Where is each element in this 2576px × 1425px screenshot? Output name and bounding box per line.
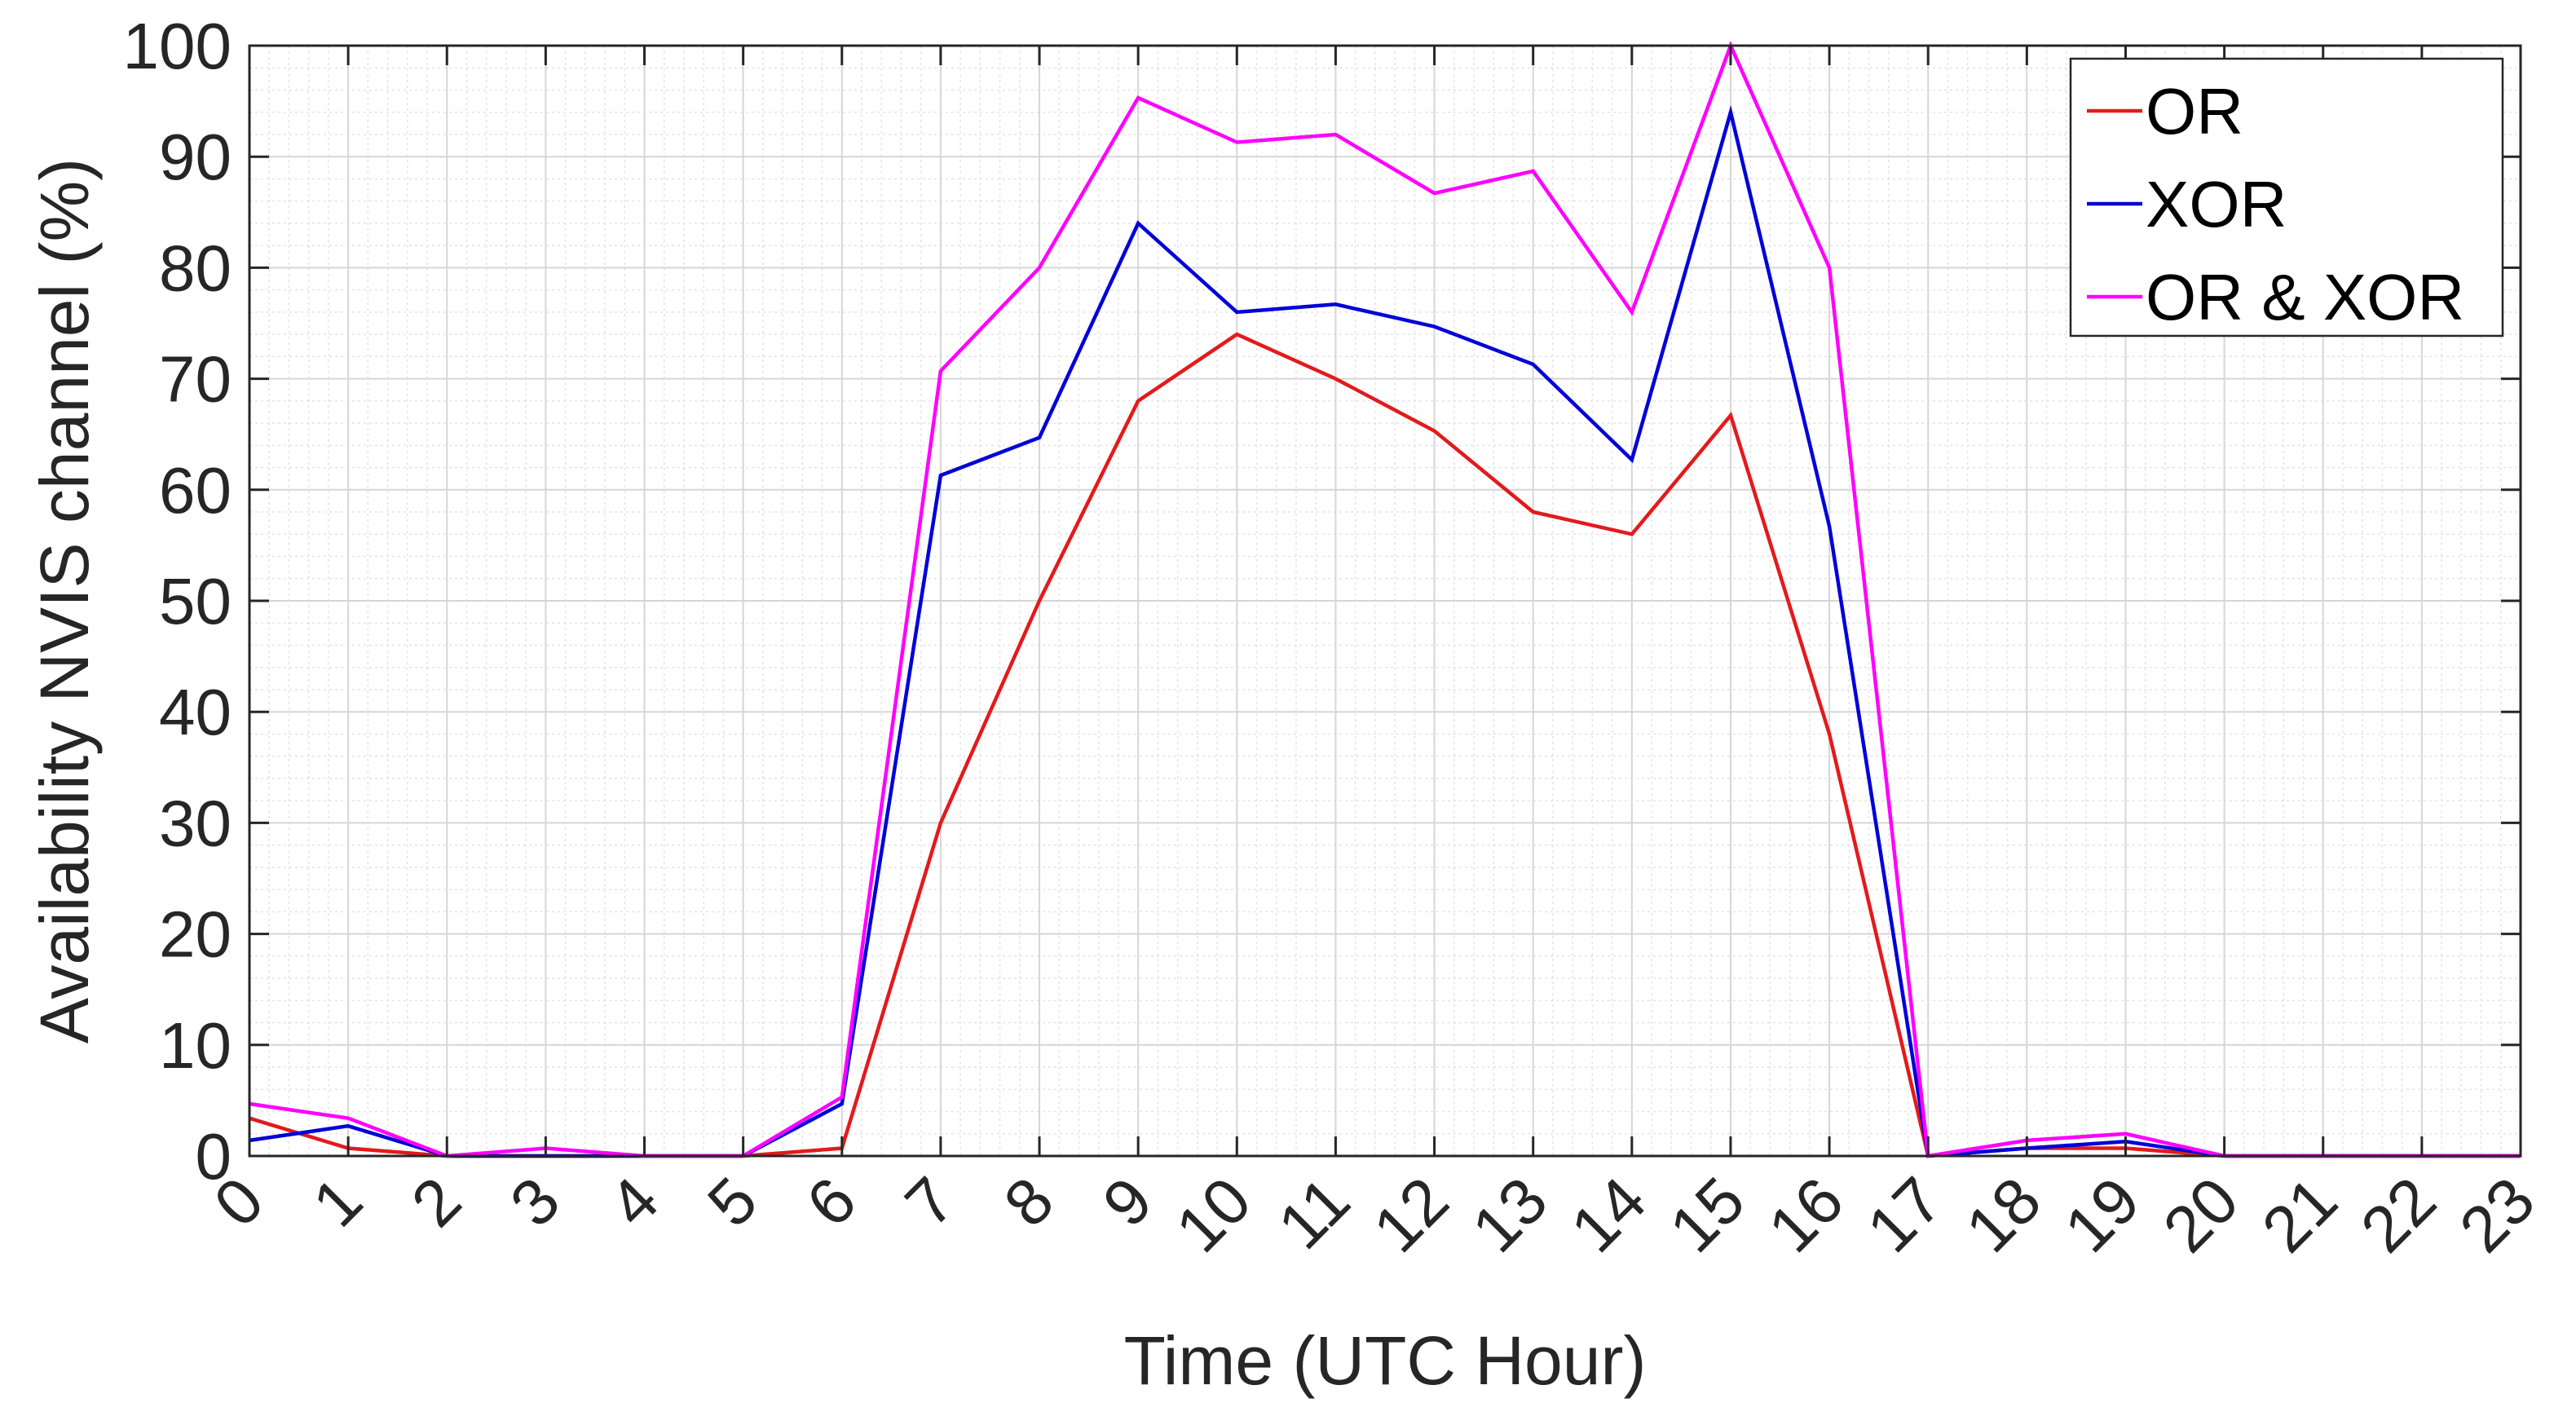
legend: OR XOR OR & XOR <box>2069 57 2504 338</box>
y-tick-label: 10 <box>159 1009 232 1082</box>
y-tick-label: 100 <box>123 10 232 82</box>
y-tick-label: 90 <box>159 121 232 193</box>
y-tick-label: 20 <box>159 898 232 971</box>
y-tick-label: 40 <box>159 676 232 748</box>
y-axis-ticks: 0 10 20 30 40 50 60 70 80 90 100 <box>123 10 2521 1193</box>
y-tick-label: 60 <box>159 454 232 527</box>
legend-label: OR & XOR <box>2146 261 2464 333</box>
series-line-or-xor <box>249 41 2521 1158</box>
legend-box <box>2069 57 2504 338</box>
x-axis-title: Time (UTC Hour) <box>1124 1322 1647 1399</box>
legend-label: OR <box>2146 75 2243 148</box>
y-tick-label: 0 <box>196 1120 232 1193</box>
y-tick-label: 80 <box>159 232 232 304</box>
y-tick-label: 30 <box>159 787 232 859</box>
y-tick-label: 50 <box>159 565 232 638</box>
legend-label: XOR <box>2146 168 2287 240</box>
y-tick-label: 70 <box>159 343 232 416</box>
y-axis-title: Availability NVIS channel (%) <box>26 158 103 1043</box>
